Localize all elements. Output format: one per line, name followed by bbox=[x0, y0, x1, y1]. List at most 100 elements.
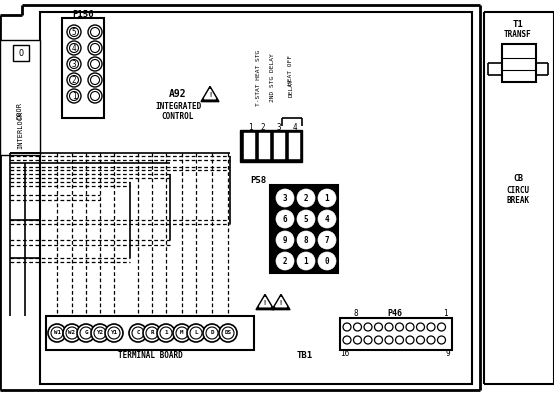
Text: CIRCU: CIRCU bbox=[506, 186, 530, 194]
Text: 3: 3 bbox=[283, 194, 288, 203]
Bar bbox=[274, 133, 285, 159]
Text: T1: T1 bbox=[512, 19, 524, 28]
Text: O: O bbox=[18, 49, 23, 58]
Circle shape bbox=[343, 323, 351, 331]
Circle shape bbox=[105, 324, 123, 342]
Circle shape bbox=[417, 336, 424, 344]
Circle shape bbox=[406, 323, 414, 331]
Circle shape bbox=[276, 231, 294, 249]
Circle shape bbox=[88, 89, 102, 103]
Circle shape bbox=[69, 75, 79, 85]
Text: Y1: Y1 bbox=[110, 331, 117, 335]
Bar bbox=[340, 318, 452, 350]
Text: TB1: TB1 bbox=[297, 352, 313, 361]
Polygon shape bbox=[201, 87, 219, 102]
Text: 1: 1 bbox=[71, 92, 76, 100]
Text: 5: 5 bbox=[71, 28, 76, 36]
Polygon shape bbox=[275, 297, 286, 307]
Circle shape bbox=[396, 336, 403, 344]
Text: 4: 4 bbox=[293, 122, 297, 132]
Text: W1: W1 bbox=[54, 331, 60, 335]
Bar bbox=[40, 12, 472, 384]
Text: DS: DS bbox=[224, 331, 232, 335]
Bar bbox=[240, 130, 302, 162]
Circle shape bbox=[132, 327, 144, 339]
Circle shape bbox=[375, 336, 382, 344]
Text: !: ! bbox=[279, 300, 283, 306]
Circle shape bbox=[88, 57, 102, 71]
Text: L: L bbox=[194, 331, 198, 335]
Text: 1: 1 bbox=[443, 310, 447, 318]
Circle shape bbox=[90, 28, 100, 36]
Polygon shape bbox=[204, 89, 216, 99]
Polygon shape bbox=[256, 294, 274, 310]
Circle shape bbox=[67, 41, 81, 55]
Circle shape bbox=[222, 327, 234, 339]
Circle shape bbox=[438, 336, 445, 344]
Text: 0: 0 bbox=[325, 256, 329, 265]
Text: T-STAT HEAT STG: T-STAT HEAT STG bbox=[255, 50, 260, 106]
Circle shape bbox=[297, 210, 315, 228]
Bar bbox=[259, 133, 270, 159]
Circle shape bbox=[69, 60, 79, 68]
Circle shape bbox=[90, 92, 100, 100]
Bar bbox=[0, 40, 40, 155]
Text: D: D bbox=[211, 331, 214, 335]
Text: 2: 2 bbox=[283, 256, 288, 265]
Text: !: ! bbox=[208, 92, 212, 98]
Text: 7: 7 bbox=[325, 235, 329, 245]
Circle shape bbox=[67, 57, 81, 71]
Circle shape bbox=[318, 252, 336, 270]
Text: 8: 8 bbox=[353, 310, 358, 318]
Circle shape bbox=[157, 324, 175, 342]
Polygon shape bbox=[259, 297, 270, 307]
Text: 3: 3 bbox=[71, 60, 76, 68]
Text: 1: 1 bbox=[248, 122, 252, 132]
Circle shape bbox=[385, 336, 393, 344]
Text: INTEGRATED: INTEGRATED bbox=[155, 102, 201, 111]
Circle shape bbox=[206, 327, 218, 339]
Text: TRANSF: TRANSF bbox=[504, 30, 532, 38]
Text: 8: 8 bbox=[304, 235, 309, 245]
Text: 5: 5 bbox=[304, 214, 309, 224]
Circle shape bbox=[318, 210, 336, 228]
Circle shape bbox=[90, 43, 100, 53]
Text: 2: 2 bbox=[304, 194, 309, 203]
Circle shape bbox=[146, 327, 158, 339]
Circle shape bbox=[94, 327, 106, 339]
Text: 2: 2 bbox=[261, 122, 265, 132]
Circle shape bbox=[438, 323, 445, 331]
Circle shape bbox=[173, 324, 191, 342]
Circle shape bbox=[427, 336, 435, 344]
Text: G: G bbox=[84, 331, 88, 335]
Text: P58: P58 bbox=[250, 175, 266, 184]
Text: M: M bbox=[180, 331, 184, 335]
Circle shape bbox=[108, 327, 120, 339]
Circle shape bbox=[276, 210, 294, 228]
Circle shape bbox=[297, 189, 315, 207]
Circle shape bbox=[219, 324, 237, 342]
Circle shape bbox=[353, 323, 362, 331]
Circle shape bbox=[375, 323, 382, 331]
Text: !: ! bbox=[263, 300, 267, 306]
Text: 9: 9 bbox=[445, 350, 450, 359]
Circle shape bbox=[427, 323, 435, 331]
Circle shape bbox=[66, 327, 78, 339]
Circle shape bbox=[143, 324, 161, 342]
Circle shape bbox=[318, 231, 336, 249]
Text: 1: 1 bbox=[325, 194, 329, 203]
Circle shape bbox=[364, 336, 372, 344]
Polygon shape bbox=[272, 294, 290, 310]
Circle shape bbox=[51, 327, 63, 339]
Text: C: C bbox=[136, 331, 140, 335]
Text: 1: 1 bbox=[304, 256, 309, 265]
Circle shape bbox=[91, 324, 109, 342]
Circle shape bbox=[364, 323, 372, 331]
Text: DELAY: DELAY bbox=[289, 79, 294, 98]
Bar bbox=[62, 18, 104, 118]
Bar bbox=[244, 133, 255, 159]
Circle shape bbox=[69, 43, 79, 53]
Text: 1: 1 bbox=[164, 331, 168, 335]
Circle shape bbox=[385, 323, 393, 331]
Text: 6: 6 bbox=[283, 214, 288, 224]
